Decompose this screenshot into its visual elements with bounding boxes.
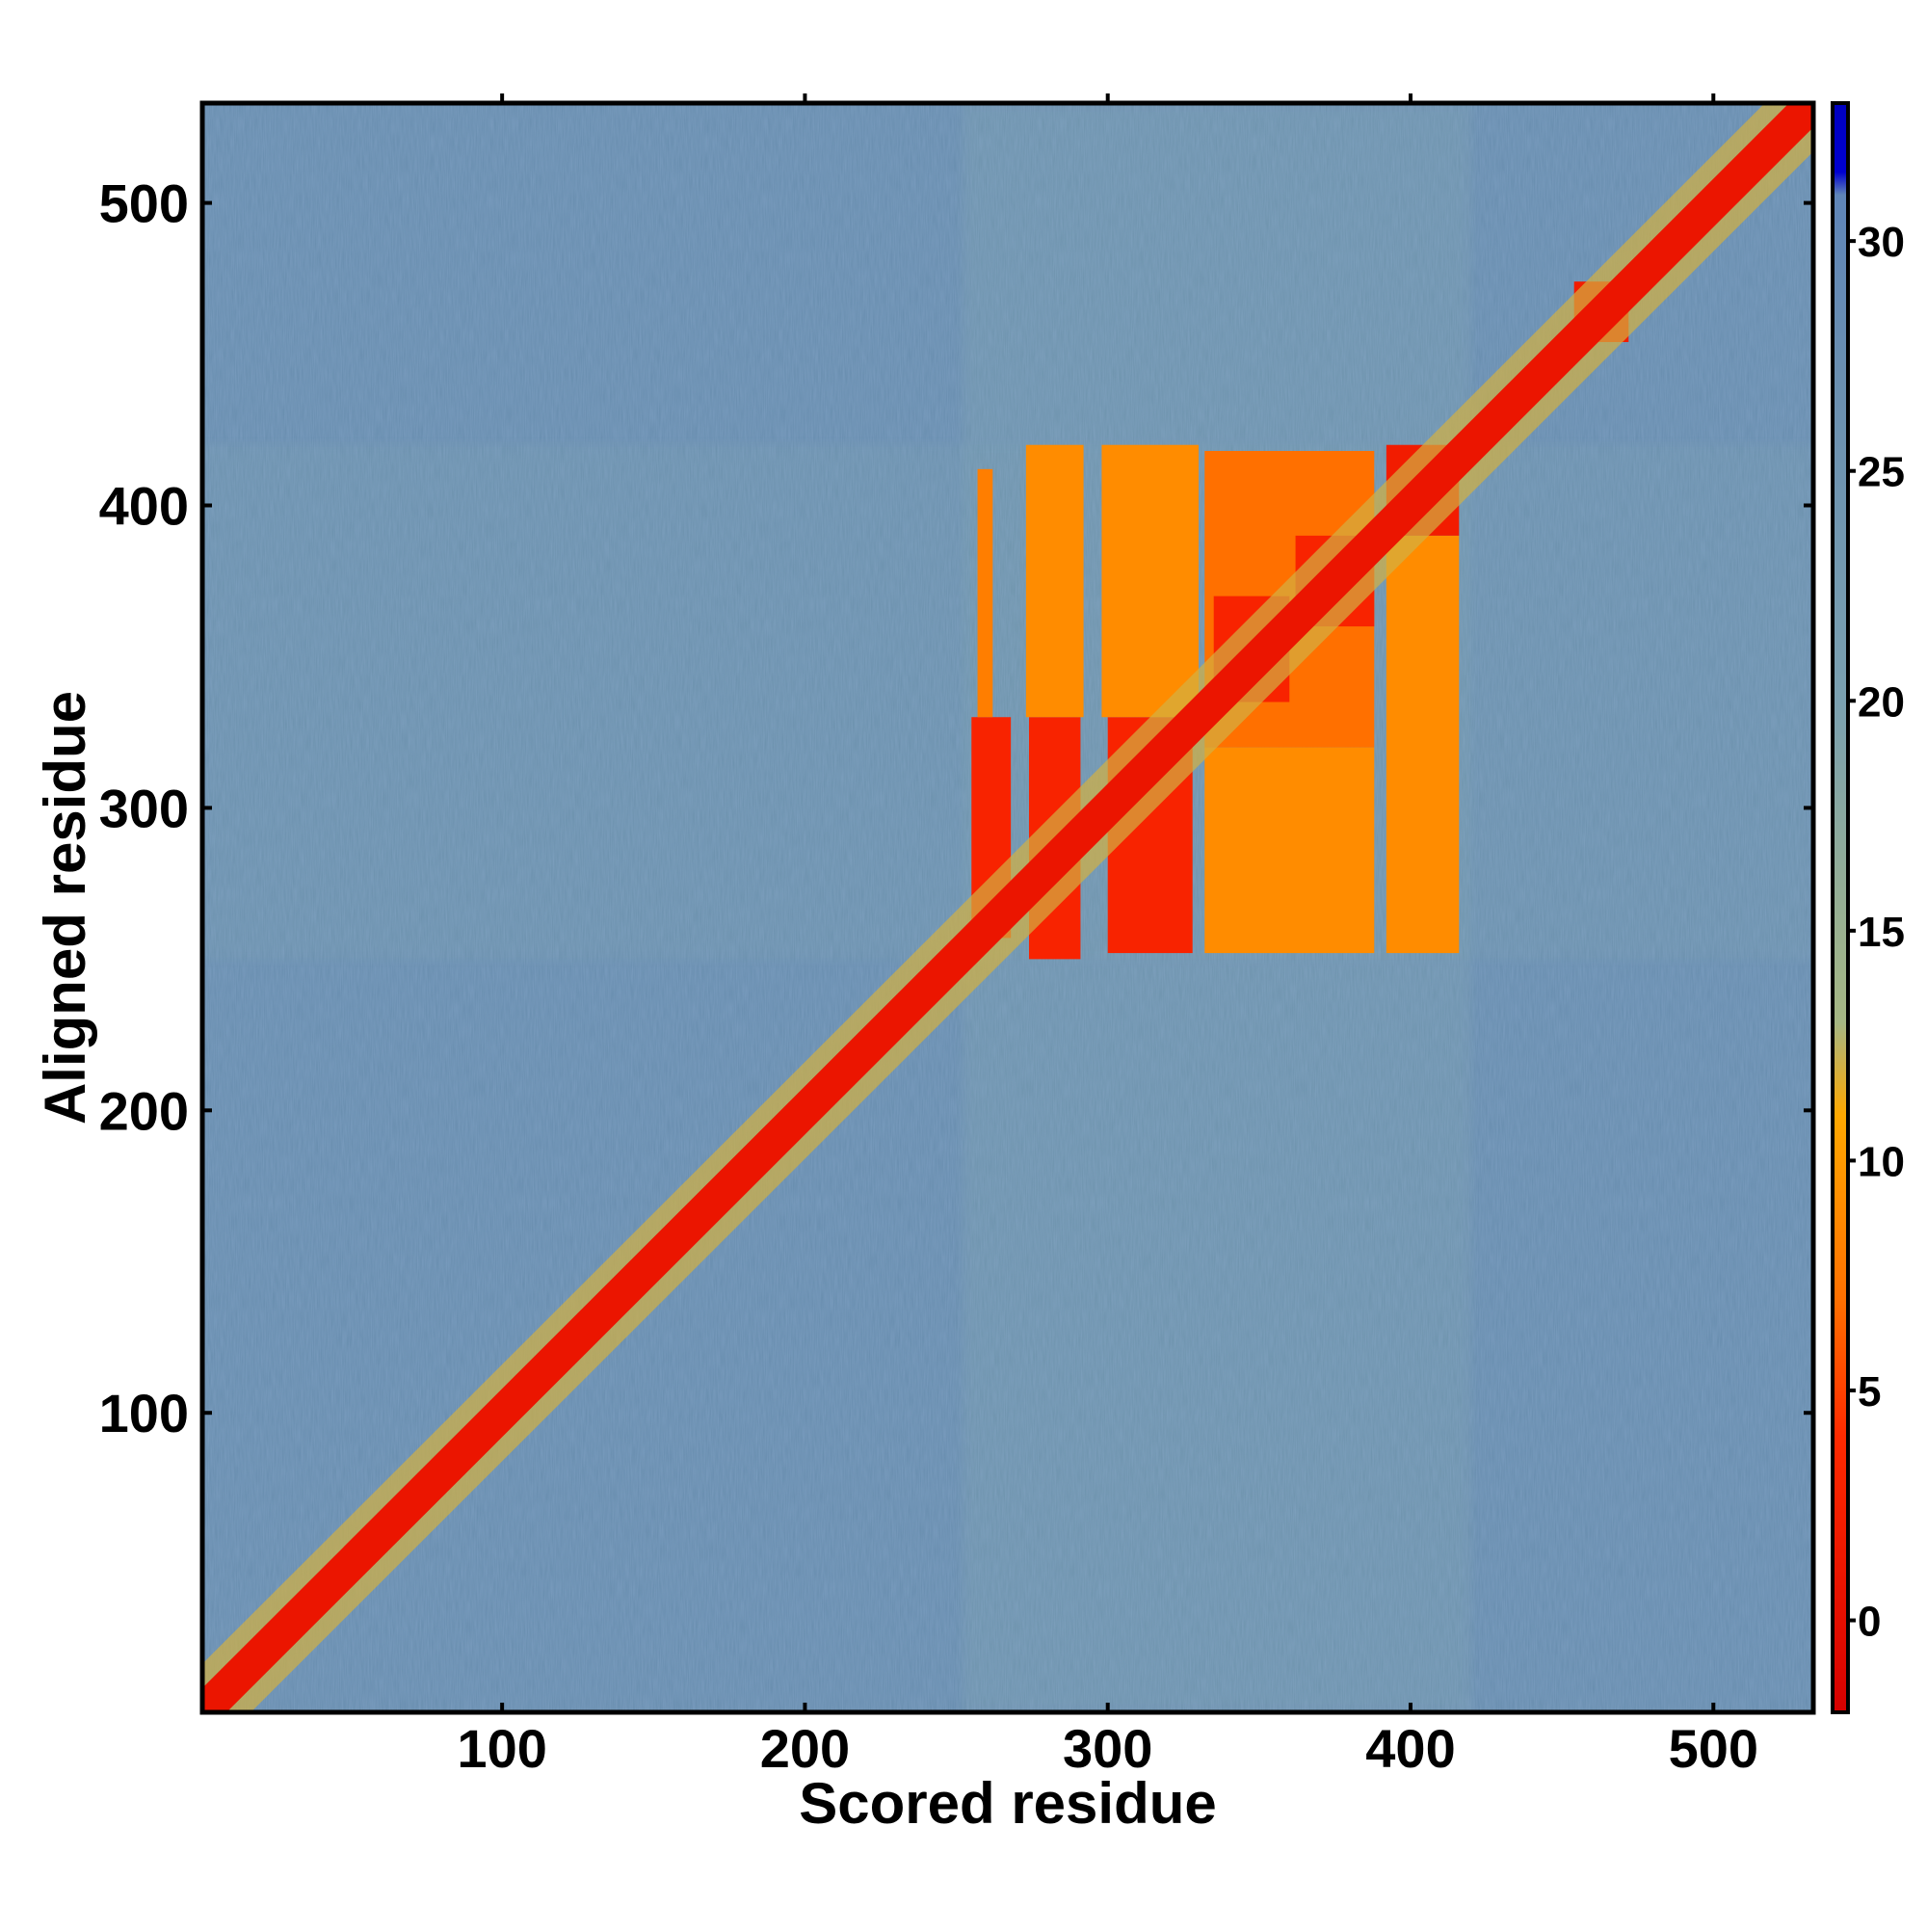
y-tick-label-500: 500 (99, 173, 189, 234)
x-tick-label-400: 400 (1365, 1718, 1455, 1779)
colorbar-label-0: 0 (1858, 1599, 1881, 1646)
x-axis-ticks: 100 200 300 400 500 (457, 93, 1758, 1779)
colorbar-ticks: 0 5 10 15 20 25 30 (1848, 219, 1905, 1646)
colorbar-label-20: 20 (1858, 678, 1905, 726)
x-tick-label-200: 200 (760, 1718, 850, 1779)
heatmap-block-6 (1204, 747, 1375, 954)
diagonal-band (202, 103, 1813, 1712)
y-tick-label-100: 100 (99, 1383, 189, 1443)
x-tick-label-300: 300 (1063, 1718, 1152, 1779)
y-tick-label-300: 300 (99, 778, 189, 838)
y-axis-ticks: 100 200 300 400 500 (99, 173, 1813, 1443)
plot-frame (199, 100, 1816, 1715)
colorbar: 0 5 10 15 20 25 30 (1831, 101, 1905, 1714)
colorbar-label-30: 30 (1858, 219, 1905, 266)
x-axis-title: Scored residue (799, 1771, 1217, 1836)
diagonal-layer (202, 103, 1813, 1712)
y-tick-label-400: 400 (99, 476, 189, 537)
plot-area (202, 103, 1813, 1712)
heatmap-block-5 (1101, 444, 1199, 718)
colorbar-gradient (1831, 101, 1850, 1714)
heatmap-block-1 (977, 468, 993, 718)
colorbar-label-10: 10 (1858, 1138, 1905, 1185)
heatmap-block-3 (1025, 444, 1084, 718)
y-tick-label-200: 200 (99, 1080, 189, 1141)
colorbar-label-25: 25 (1858, 449, 1905, 496)
x-tick-label-100: 100 (457, 1718, 546, 1779)
colorbar-label-5: 5 (1858, 1368, 1881, 1416)
colorbar-label-15: 15 (1858, 909, 1905, 956)
heatmap-block-10 (1386, 535, 1460, 954)
x-tick-label-500: 500 (1669, 1718, 1758, 1779)
y-axis-title: Aligned residue (33, 691, 97, 1125)
